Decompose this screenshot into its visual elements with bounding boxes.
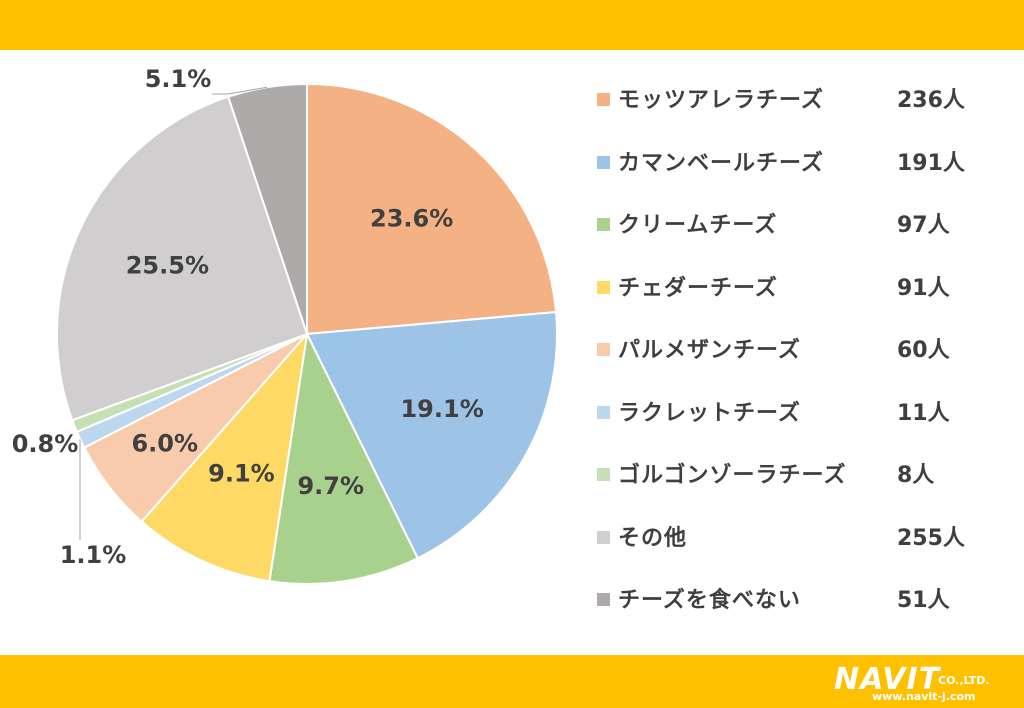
legend-label: チェダーチーズ: [618, 275, 778, 301]
pie-slice: [56, 95, 309, 422]
legend-label: チーズを食べない: [618, 588, 801, 613]
legend-item: その他 255人: [597, 520, 977, 583]
legend-label: ゴルゴンゾーラチーズ: [618, 463, 847, 488]
pie-chart: 23.6% 19.1% 9.7% 9.1% 6.0% 1.1% 0.8% 25.5% 5.1%: [12, 65, 558, 585]
legend-count: 60人: [897, 338, 950, 363]
logo-company-suffix: CO.,LTD.: [938, 674, 990, 687]
legend-count: 51人: [897, 588, 950, 613]
legend-item: カマンベールチーズ 191人: [597, 145, 977, 208]
legend-label: クリームチーズ: [618, 213, 778, 238]
legend-swatch: [597, 280, 610, 294]
legend-count: 11人: [897, 400, 950, 426]
legend-swatch: [597, 218, 610, 231]
company-logo: NAVIT CO.,LTD. www.navit-j.com: [834, 662, 1014, 703]
logo-url: www.navit-j.com: [872, 690, 976, 703]
data-label: 0.8%: [12, 430, 79, 458]
legend-swatch: [597, 405, 610, 419]
data-label: 19.1%: [400, 395, 483, 423]
legend-swatch: [597, 93, 610, 106]
legend-swatch: [597, 530, 610, 544]
legend-swatch: [597, 468, 610, 481]
legend-item: ラクレットチーズ 11人: [597, 395, 977, 458]
legend-swatch: [597, 155, 610, 169]
pie-slice: [140, 330, 309, 583]
legend-count: 97人: [897, 213, 950, 238]
legend-swatch: [597, 343, 610, 356]
pie-slice: [305, 310, 558, 560]
leader-line: [212, 86, 268, 95]
legend-item: チェダーチーズ 91人: [597, 270, 977, 333]
legend-label: カマンベールチーズ: [618, 150, 824, 176]
legend-item: モッツアレラチーズ 236人: [597, 82, 977, 145]
legend-item: クリームチーズ 97人: [597, 207, 977, 270]
legend-count: 191人: [897, 150, 965, 176]
data-label: 1.1%: [60, 541, 127, 569]
legend-count: 236人: [897, 88, 965, 113]
top-band: [0, 0, 1024, 50]
data-label: 23.6%: [370, 205, 453, 233]
legend-label: その他: [618, 525, 688, 551]
legend-label: ラクレットチーズ: [618, 400, 801, 426]
data-label: 25.5%: [126, 252, 209, 280]
data-label: 6.0%: [131, 429, 198, 457]
legend-item: ゴルゴンゾーラチーズ 8人: [597, 457, 977, 520]
legend-swatch: [597, 593, 610, 606]
legend-label: モッツアレラチーズ: [618, 88, 824, 113]
bottom-band: [0, 655, 1024, 708]
chart-legend: モッツアレラチーズ 236人カマンベールチーズ 191人クリームチーズ 97人チェダー…: [597, 82, 977, 645]
logo-wordmark: NAVIT: [834, 662, 941, 697]
legend-count: 8人: [897, 463, 935, 488]
data-label: 9.1%: [208, 459, 275, 487]
legend-label: パルメザンチーズ: [618, 338, 801, 363]
pie-slice: [268, 330, 420, 585]
legend-item: パルメザンチーズ 60人: [597, 332, 977, 395]
data-label: 5.1%: [145, 65, 212, 93]
legend-item: チーズを食べない 51人: [597, 582, 977, 645]
pie-slice: [306, 82, 558, 336]
legend-count: 255人: [897, 525, 965, 551]
legend-count: 91人: [897, 275, 950, 301]
data-label: 9.7%: [297, 472, 364, 500]
